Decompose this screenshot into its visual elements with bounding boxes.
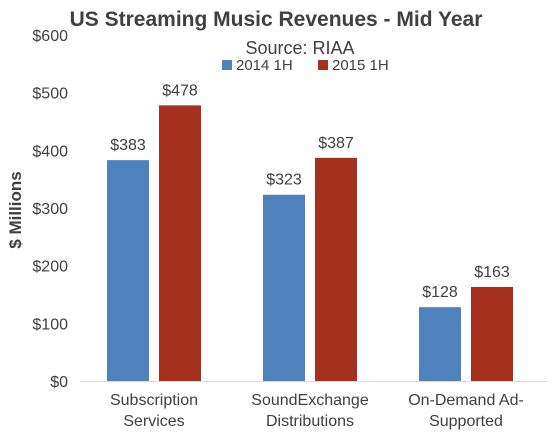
y-tick-label: $400 [32,143,68,160]
bar [159,105,201,381]
x-tick-label: On-Demand Ad-Supported [408,392,524,430]
y-tick-label: $100 [32,316,68,333]
data-label: $387 [318,135,354,152]
x-axis: Subscription Services SoundExchange Distrib… [110,392,524,430]
bars [107,105,513,381]
data-labels: $383 $478 $323 $387 $128 $163 [110,82,510,301]
bar [315,157,357,381]
legend-swatch [318,60,328,70]
y-tick-label: $600 [32,28,68,45]
data-label: $478 [162,82,198,99]
y-tick-label: $300 [32,201,68,218]
chart-title: US Streaming Music Revenues - Mid Year [70,8,483,31]
y-tick-label: $500 [32,86,68,103]
data-label: $128 [422,284,458,301]
bar [419,307,461,381]
bar [263,194,305,381]
y-axis: $0 $100 $200 $300 $400 $500 $600 [32,28,68,391]
bar [107,160,149,381]
legend-swatch [222,60,232,70]
x-tick-label: Subscription Services [110,392,198,430]
y-tick-label: $200 [32,259,68,276]
legend: 2014 1H 2015 1H [222,57,389,74]
data-label: $323 [266,172,302,189]
chart-subtitle: Source: RIAA [245,38,354,58]
legend-label: 2015 1H [332,57,389,74]
bar [471,287,513,381]
data-label: $383 [110,137,146,154]
x-tick-label: SoundExchange Distributions [251,392,369,430]
data-label: $163 [474,264,510,281]
y-tick-label: $0 [50,374,68,391]
legend-label: 2014 1H [236,57,293,74]
y-axis-label: $ Millions [6,171,25,248]
